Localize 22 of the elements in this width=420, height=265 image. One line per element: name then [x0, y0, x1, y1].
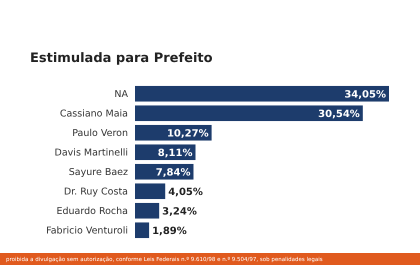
data-label: 7,84%	[156, 167, 190, 178]
bar	[135, 202, 160, 219]
y-tick-label: NA	[114, 89, 128, 100]
bar	[135, 105, 363, 122]
bar	[135, 222, 150, 238]
data-label: 4,05%	[168, 186, 203, 198]
data-label: 1,89%	[152, 226, 187, 237]
data-label: 30,54%	[318, 108, 360, 120]
y-tick-label: Eduardo Rocha	[56, 206, 128, 218]
y-tick-label: Paulo Veron	[72, 128, 128, 140]
y-tick-label: Davis Martinelli	[54, 148, 128, 159]
data-label: 8,11%	[158, 148, 192, 159]
chart-title: Estimulada para Prefeito	[30, 51, 213, 66]
data-label: 3,24%	[162, 206, 197, 218]
y-tick-label: Sayure Baez	[68, 167, 128, 178]
bar	[135, 183, 166, 200]
bar	[135, 86, 389, 102]
y-tick-label: Cassiano Maia	[60, 108, 128, 120]
y-tick-label: Fabricio Venturoli	[46, 226, 128, 237]
data-label: 34,05%	[344, 89, 386, 100]
y-tick-label: Dr. Ruy Costa	[64, 186, 128, 198]
data-label: 10,27%	[166, 128, 209, 140]
